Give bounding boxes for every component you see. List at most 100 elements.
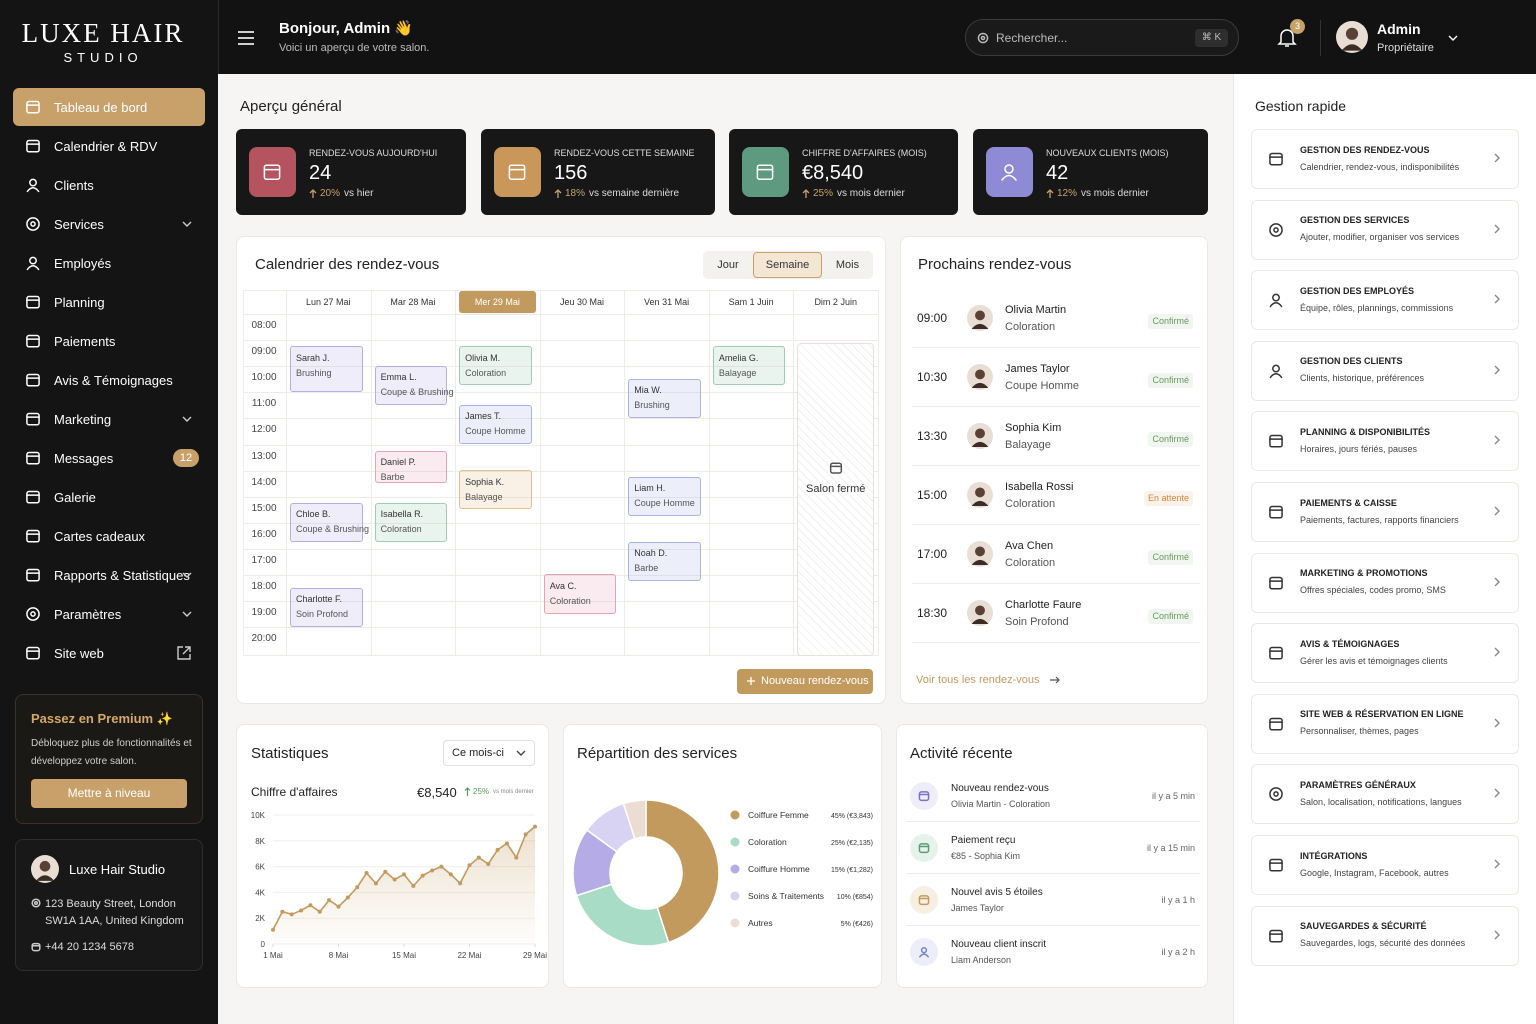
icon-part xyxy=(980,35,986,41)
appointment[interactable] xyxy=(290,502,363,542)
chevron xyxy=(1494,294,1500,304)
nav-item[interactable]: Paiements xyxy=(54,333,116,349)
icon xyxy=(918,791,930,802)
appointment[interactable] xyxy=(628,378,701,418)
salon-address: 123 Beauty Street, London SW1A 1AA, Unit… xyxy=(45,898,184,927)
view-tab[interactable]: Mois xyxy=(835,259,860,271)
client-avatar xyxy=(967,423,993,449)
grid-row-line xyxy=(243,314,879,315)
view-all-link[interactable]: Voir tous les rendez-vous xyxy=(916,673,1040,686)
appointment[interactable] xyxy=(712,346,786,386)
appointment[interactable] xyxy=(374,365,448,405)
chevron-line xyxy=(1448,35,1458,41)
time-label: 09:00 xyxy=(251,346,277,358)
avatar-body xyxy=(971,559,989,566)
nav-item[interactable]: Clients xyxy=(54,177,94,193)
nav-item[interactable]: Paramètres xyxy=(54,606,122,622)
avatar-head xyxy=(975,428,985,439)
nav-item[interactable]: Calendrier & RDV xyxy=(54,138,158,154)
row-divider xyxy=(912,642,1200,643)
chevron xyxy=(1494,859,1500,869)
client-avatar xyxy=(967,482,993,508)
quick-card[interactable] xyxy=(1251,905,1519,966)
avatar-body xyxy=(971,441,989,448)
quick-card[interactable] xyxy=(1251,482,1519,542)
nav-item[interactable]: Messages xyxy=(54,450,114,466)
nav-item[interactable]: Marketing xyxy=(54,411,112,427)
appointment[interactable] xyxy=(459,470,532,510)
chevron xyxy=(1494,788,1500,798)
appt-time: 17:00 xyxy=(917,547,948,561)
quick-card[interactable] xyxy=(1251,764,1519,825)
quick-card[interactable] xyxy=(1251,411,1519,472)
appointment[interactable] xyxy=(459,346,532,386)
icon-part xyxy=(756,164,774,180)
chevron xyxy=(182,611,192,617)
kpi-change: 12% xyxy=(1057,188,1078,199)
appointment[interactable] xyxy=(628,476,701,516)
up-arrow xyxy=(802,189,810,198)
kpi-value: 156 xyxy=(554,162,588,184)
appointment[interactable] xyxy=(374,450,448,484)
quick-desc: Salon, localisation, notifications, lang… xyxy=(1300,796,1462,807)
new-appointment-button[interactable] xyxy=(737,669,873,694)
appointment[interactable] xyxy=(459,404,532,444)
nav-item[interactable]: Employés xyxy=(54,255,112,271)
icon xyxy=(1269,858,1283,872)
up-arrow xyxy=(464,787,471,796)
appointment[interactable] xyxy=(543,574,617,614)
quick-card[interactable] xyxy=(1251,552,1519,613)
search-box[interactable] xyxy=(965,19,1239,56)
avatar-head xyxy=(975,546,985,557)
activity-time: il y a 15 min xyxy=(1146,842,1195,853)
nav-item[interactable]: Galerie xyxy=(54,489,96,505)
activity-detail: Olivia Martin - Coloration xyxy=(951,798,1051,809)
nav-active[interactable] xyxy=(13,88,205,126)
quick-desc: Google, Instagram, Facebook, autres xyxy=(1300,867,1449,878)
nav-item[interactable]: Tableau de bord xyxy=(54,99,148,115)
nav-item[interactable]: Avis & Témoignages xyxy=(54,372,173,388)
icon-part xyxy=(747,677,755,685)
quick-card[interactable] xyxy=(1251,623,1519,684)
view-tab[interactable]: Jour xyxy=(717,259,739,271)
chevron-line xyxy=(1494,718,1500,728)
appt-status: Confirmé xyxy=(1148,549,1193,565)
grid-row-line xyxy=(243,444,879,446)
quick-card[interactable] xyxy=(1251,340,1519,401)
appointment-name: Sophia K. xyxy=(465,476,505,487)
icon xyxy=(26,139,40,153)
quick-desc: Paiements, factures, rapports financiers xyxy=(1300,514,1459,525)
appointment[interactable] xyxy=(290,587,363,627)
nav-item[interactable]: Site web xyxy=(54,645,104,661)
icon-part xyxy=(31,898,41,908)
icon xyxy=(26,451,40,465)
kpi-compare: vs hier xyxy=(344,188,374,199)
quick-card[interactable] xyxy=(1251,270,1519,331)
nav-item[interactable]: Cartes cadeaux xyxy=(54,528,146,544)
row-divider xyxy=(906,873,1200,874)
quick-card[interactable] xyxy=(1251,199,1519,260)
quick-card[interactable] xyxy=(1251,835,1519,895)
appointment[interactable] xyxy=(290,346,363,392)
quick-card[interactable] xyxy=(1251,693,1519,754)
external-icon xyxy=(177,646,191,660)
period-select[interactable] xyxy=(443,740,535,766)
appointment[interactable] xyxy=(374,502,448,542)
nav-item[interactable]: Services xyxy=(54,216,104,232)
premium-button[interactable]: Mettre à niveau xyxy=(31,779,187,808)
quick-card[interactable] xyxy=(1251,129,1519,189)
icon xyxy=(1269,293,1283,308)
avatar-head xyxy=(975,487,985,498)
grid-row-line xyxy=(243,627,879,629)
nav-item[interactable]: Rapports & Statistiques xyxy=(54,567,190,583)
view-tab[interactable]: Semaine xyxy=(753,252,822,278)
appt-service: Coloration xyxy=(1005,320,1056,333)
time-label: 12:00 xyxy=(251,424,277,436)
activity-title: Nouveau client inscrit xyxy=(951,939,1047,950)
nav-item[interactable]: Planning xyxy=(54,294,105,310)
appointment-name: Charlotte F. xyxy=(296,594,343,605)
chevron xyxy=(1448,35,1458,41)
appt-status: Confirmé xyxy=(1148,431,1193,447)
appointment[interactable] xyxy=(628,541,701,581)
row-divider xyxy=(912,524,1200,525)
